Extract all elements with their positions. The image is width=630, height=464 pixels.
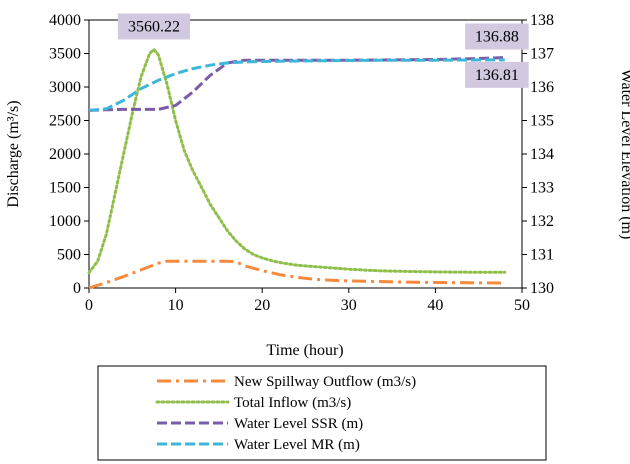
right-axis-title: Water Level Elevation (m) (618, 69, 630, 240)
x-axis-title: Time (hour) (266, 342, 343, 359)
right-tick-label: 132 (530, 213, 554, 230)
series-line-3 (88, 58, 505, 112)
x-tick-label: 30 (341, 297, 357, 314)
annotation-texts: 3560.22 136.88 136.81 (128, 18, 519, 83)
legend-label-2: Water Level SSR (m) (234, 416, 363, 432)
left-axis-title: Discharge (m³/s) (5, 100, 22, 207)
annotation-boxes (117, 13, 529, 88)
x-tick-label: 20 (254, 297, 270, 314)
legend-label-1: Total Inflow (m3/s) (234, 395, 351, 411)
legend-label-3: Water Level MR (m) (234, 437, 360, 453)
legend-label-0: New Spillway Outflow (m3/s) (234, 374, 416, 390)
annotation-label: 3560.22 (128, 18, 180, 35)
left-tick-label: 2000 (49, 146, 81, 163)
right-tick-label: 133 (530, 180, 554, 197)
x-tick-label: 0 (85, 297, 93, 314)
series-line-2 (88, 56, 505, 112)
annotation-box (465, 61, 529, 88)
left-tick-label: 3000 (49, 79, 81, 96)
series-line-1 (87, 48, 507, 275)
right-tick-label: 131 (530, 247, 554, 264)
series-line-0 (88, 259, 505, 290)
annotation-box (465, 23, 529, 50)
right-tick-label: 137 (530, 46, 554, 63)
left-tick-label: 1000 (49, 213, 81, 230)
right-tick-label: 134 (530, 146, 554, 163)
annotation-box (117, 13, 191, 40)
right-tick-label: 135 (530, 113, 554, 130)
right-tick-label: 136 (530, 79, 554, 96)
x-tick-label: 40 (427, 297, 443, 314)
annotation-label: 136.81 (475, 67, 519, 84)
annotation-label: 136.88 (475, 29, 519, 46)
left-tick-label: 500 (57, 247, 81, 264)
left-tick-label: 3500 (49, 46, 81, 63)
right-tick-label: 130 (530, 280, 554, 297)
left-tick-label: 4000 (49, 12, 81, 29)
axis-ticks: 0 10 20 30 40 5005001000150020002500300035004… (49, 12, 554, 314)
right-tick-label: 138 (530, 12, 554, 29)
legend: New Spillway Outflow (m3/s) Total Inflow … (155, 374, 416, 453)
series-lines (87, 48, 507, 290)
x-tick-label: 50 (514, 297, 530, 314)
left-tick-label: 1500 (49, 180, 81, 197)
left-tick-label: 2500 (49, 113, 81, 130)
x-tick-label: 10 (168, 297, 184, 314)
left-tick-label: 0 (73, 280, 81, 297)
